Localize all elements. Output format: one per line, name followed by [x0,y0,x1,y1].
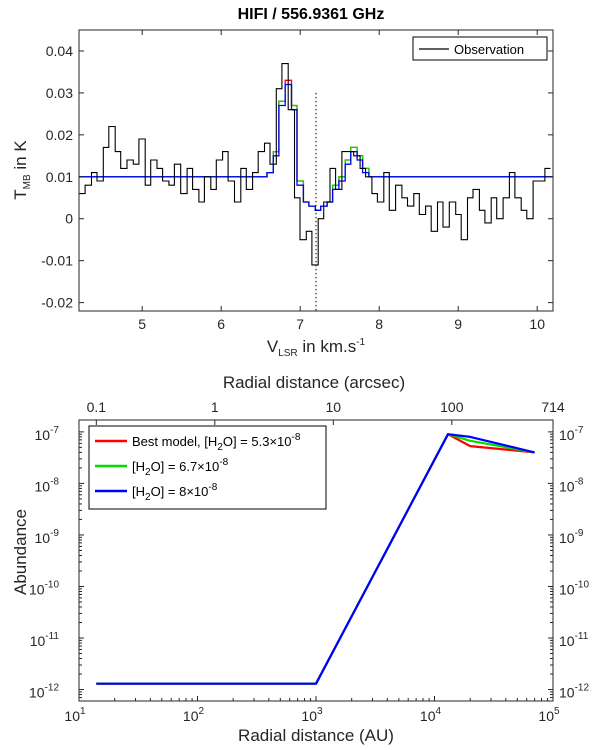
y-tick-label: -0.02 [41,295,73,311]
x-tick-label: 8 [375,316,383,332]
x-tick-label: 103 [301,706,323,724]
observation-line [79,63,551,266]
top-tick-label: 100 [440,399,464,415]
model-blue-line [79,83,553,211]
spectrum-panel: HIFI / 556.9361 GHz 5 6 7 8 9 10 -0.02 -0.01 0 0.… [11,6,554,359]
model-green-line [79,83,553,211]
x-tick-label: 105 [538,706,560,724]
series-line-2 [96,433,535,685]
abundance-legend-box [88,425,327,510]
x-tick-label: 5 [138,316,146,332]
y-tick-label-left: 10-9 [35,528,60,546]
x-tick-label: 104 [420,706,442,724]
x-tick-label: 9 [454,316,462,332]
spectrum-x-axis-label: VLSR in km.s-1 [267,337,366,359]
y-tick-label: 0.02 [46,127,73,143]
legend-label-2: [H2O] = 8×10-8 [132,482,218,503]
x-tick-label: 10 [529,316,545,332]
y-tick-label-right: 10-7 [559,425,584,443]
y-tick-label: 0.03 [46,85,73,101]
x-tick-label: 7 [296,316,304,332]
abundance-top-axis-label: Radial distance (arcsec) [223,373,405,392]
spectrum-title: HIFI / 556.9361 GHz [238,6,385,23]
y-tick-label: 0.01 [46,169,73,185]
y-tick-label: 0 [65,211,73,227]
legend-label-0: Best model, [H2O] = 5.3×10-8 [132,432,301,453]
spectrum-legend-box [412,36,548,61]
y-tick-label-right: 10-8 [559,476,584,494]
x-tick-label: 6 [217,316,225,332]
y-tick-label: 0.04 [46,43,73,59]
abundance-y-axis-label: Abundance [11,509,30,595]
spectrum-legend: Observation [412,36,548,61]
legend-label-1: [H2O] = 6.7×10-8 [132,457,229,478]
abundance-legend: Best model, [H2O] = 5.3×10-8 [H2O] = 6.7×… [88,425,327,510]
y-tick-label-left: 10-8 [35,476,60,494]
x-tick-label: 102 [183,706,205,724]
x-tick-label: 101 [64,706,86,724]
abundance-x-axis-label: Radial distance (AU) [238,726,394,745]
y-tick-label-left: 10-12 [29,683,59,701]
abundance-panel: Radial distance (arcsec) 101 102 103 104 105… [11,373,589,745]
top-tick-label: 1 [211,399,219,415]
y-tick-label: -0.01 [41,253,73,269]
y-tick-label-left: 10-11 [30,631,60,649]
spectrum-axes-box [78,29,554,312]
y-tick-label-left: 10-10 [29,579,59,597]
legend-observation-label: Observation [454,42,524,57]
top-tick-label: 10 [326,399,342,415]
y-tick-label-right: 10-12 [559,683,589,701]
y-tick-label-right: 10-10 [559,579,589,597]
top-tick-label: 714 [541,399,565,415]
y-tick-label-right: 10-11 [559,631,589,649]
y-tick-label-right: 10-9 [559,528,584,546]
spectrum-y-axis-label: TMB in K [11,140,33,200]
top-tick-label: 0.1 [87,399,107,415]
y-tick-label-left: 10-7 [35,425,60,443]
